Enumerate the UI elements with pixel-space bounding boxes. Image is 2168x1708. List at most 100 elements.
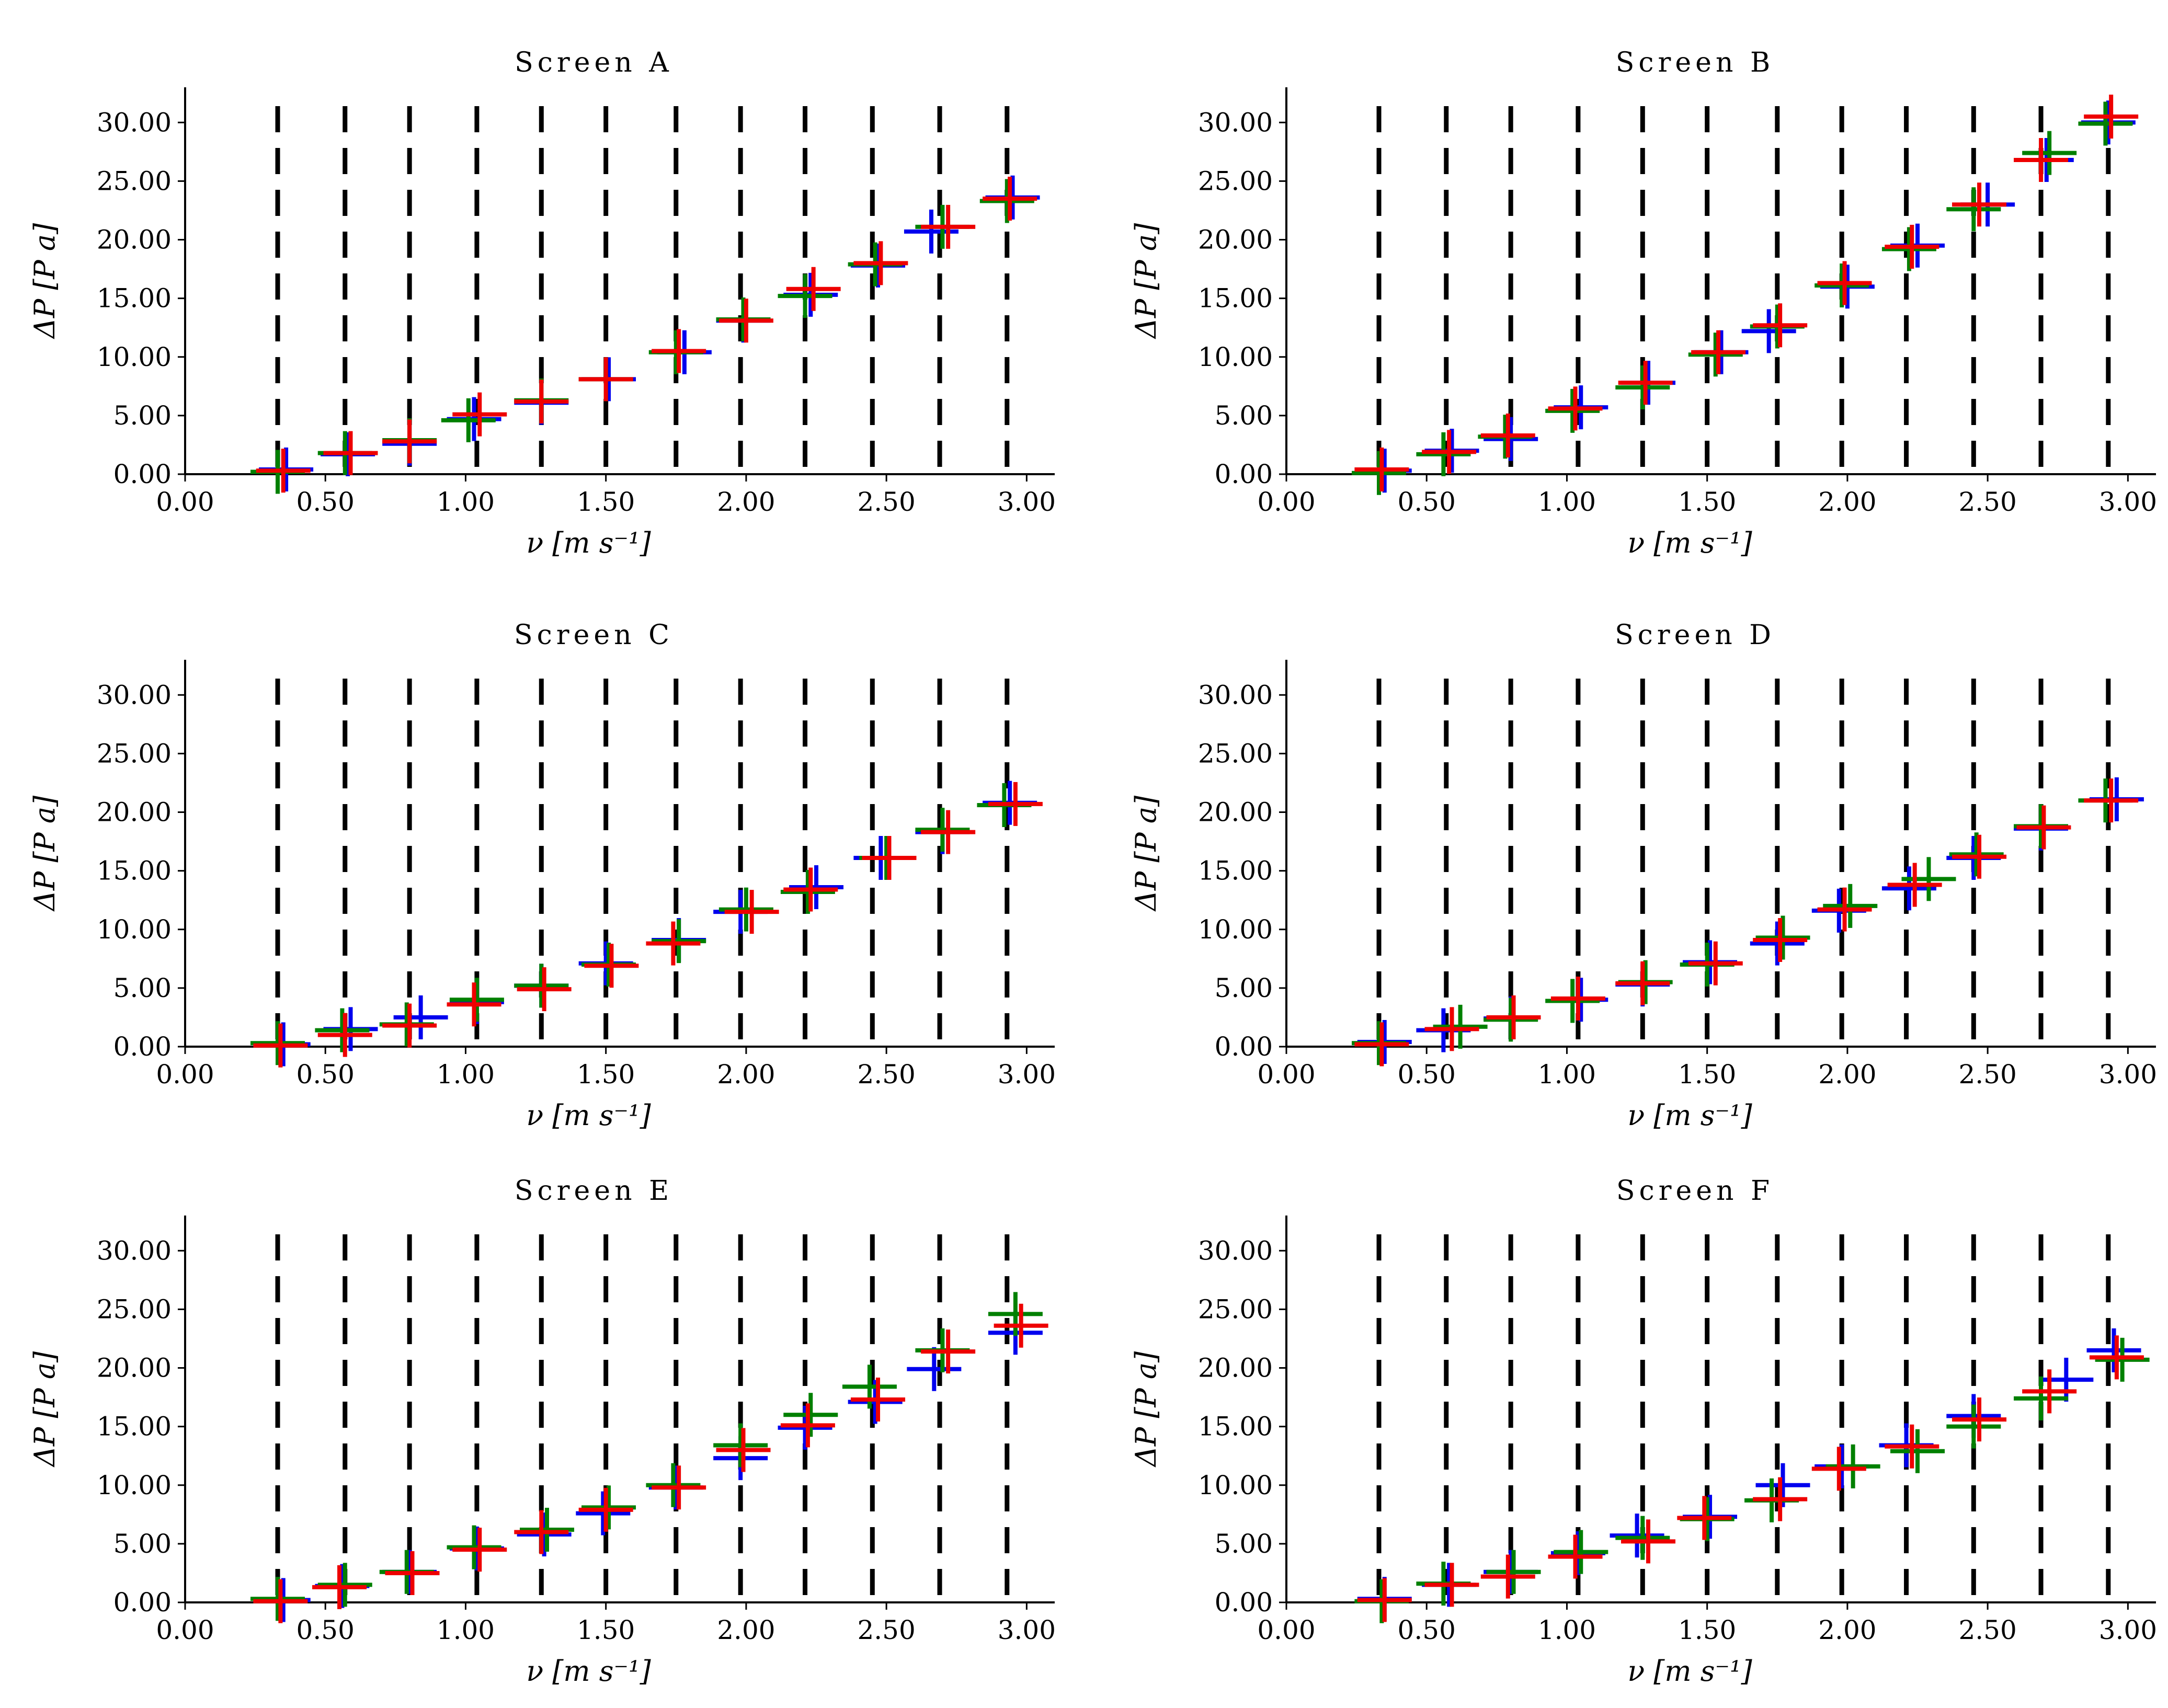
data-point bbox=[1548, 386, 1603, 431]
data-point bbox=[1550, 977, 1605, 1021]
y-tick-label: 30.00 bbox=[1198, 1235, 1273, 1266]
x-axis-label: ν [m s⁻¹] bbox=[1627, 526, 1752, 559]
data-point bbox=[382, 1003, 437, 1048]
data-point bbox=[646, 921, 701, 966]
data-point bbox=[1554, 1530, 1608, 1574]
data-point bbox=[1946, 187, 2001, 232]
panel-4: Screen D 0.00 0.50 1.00 1.50 2.00 2.50 3.00 0.00… bbox=[1129, 620, 2157, 1132]
data-point bbox=[718, 299, 773, 343]
data-point bbox=[1949, 832, 2004, 877]
y-tick-label: 10.00 bbox=[1198, 1470, 1273, 1500]
data-point bbox=[783, 1393, 838, 1437]
data-point bbox=[1677, 1496, 1732, 1540]
data-point bbox=[1621, 1519, 1676, 1564]
data-point bbox=[447, 1525, 501, 1569]
data-point bbox=[1354, 1022, 1409, 1067]
data-point bbox=[783, 867, 838, 912]
data-point bbox=[1424, 1007, 1479, 1051]
data-point bbox=[517, 1512, 572, 1556]
data-point bbox=[323, 431, 378, 475]
y-tick-label: 20.00 bbox=[97, 1353, 172, 1383]
data-point bbox=[1890, 1429, 1945, 1473]
data-point bbox=[2014, 1376, 2069, 1420]
data-point bbox=[1817, 887, 1872, 932]
data-point bbox=[907, 1347, 962, 1391]
y-tick-label: 10.00 bbox=[97, 1470, 172, 1500]
y-tick-label: 30.00 bbox=[1198, 680, 1273, 710]
data-point bbox=[1416, 432, 1471, 476]
y-tick-label: 5.00 bbox=[1215, 1529, 1273, 1559]
y-tick-label: 15.00 bbox=[1198, 856, 1273, 886]
x-tick-label: 2.00 bbox=[1818, 487, 1876, 517]
data-point bbox=[382, 419, 437, 464]
data-point bbox=[1615, 961, 1670, 1005]
data-point bbox=[256, 449, 311, 493]
data-point bbox=[988, 782, 1043, 826]
y-axis-label: ΔP [P a] bbox=[1129, 795, 1162, 912]
x-tick-label: 1.00 bbox=[437, 1059, 495, 1090]
data-point bbox=[1545, 979, 1600, 1023]
x-axis-label: ν [m s⁻¹] bbox=[1627, 1099, 1752, 1132]
y-tick-label: 15.00 bbox=[1198, 1412, 1273, 1442]
x-tick-label: 2.00 bbox=[717, 1059, 775, 1090]
series-1 bbox=[256, 1311, 1043, 1622]
data-point bbox=[1817, 261, 1872, 305]
y-tick-label: 25.00 bbox=[97, 1294, 172, 1324]
chart-title: Screen B bbox=[1616, 47, 1774, 78]
x-tick-label: 2.50 bbox=[1958, 1615, 2016, 1645]
data-point bbox=[1811, 1447, 1866, 1491]
data-point bbox=[447, 982, 501, 1027]
y-tick-label: 25.00 bbox=[1198, 1294, 1273, 1324]
data-point bbox=[1823, 884, 1878, 928]
data-point bbox=[317, 1563, 372, 1607]
data-point bbox=[853, 241, 908, 285]
series-1 bbox=[1357, 1328, 2141, 1621]
x-tick-label: 1.00 bbox=[437, 1615, 495, 1645]
data-point bbox=[253, 1023, 308, 1068]
y-axis-label: ΔP [P a] bbox=[1129, 223, 1162, 339]
x-tick-label: 0.50 bbox=[1398, 1615, 1456, 1645]
y-tick-label: 20.00 bbox=[1198, 225, 1273, 255]
x-tick-label: 3.00 bbox=[998, 1059, 1056, 1090]
x-tick-label: 2.50 bbox=[857, 1059, 915, 1090]
chart-title: Screen E bbox=[515, 1175, 673, 1207]
data-point bbox=[1753, 303, 1808, 348]
y-tick-label: 5.00 bbox=[113, 400, 172, 431]
series-2 bbox=[1352, 778, 2133, 1065]
data-point bbox=[1486, 1550, 1541, 1594]
panel-2: Screen B 0.00 0.50 1.00 1.50 2.00 2.50 3.00 0.00… bbox=[1129, 47, 2157, 559]
data-point bbox=[1753, 918, 1808, 962]
data-point bbox=[778, 274, 832, 318]
data-point bbox=[2078, 101, 2133, 146]
series-2 bbox=[250, 783, 1032, 1065]
data-point bbox=[1815, 263, 1869, 307]
y-tick-label: 20.00 bbox=[1198, 797, 1273, 828]
chart-title: Screen C bbox=[514, 620, 674, 651]
data-point bbox=[1615, 1516, 1670, 1560]
data-point bbox=[1352, 451, 1407, 495]
data-point bbox=[1952, 182, 2007, 227]
y-axis-label: ΔP [P a] bbox=[28, 223, 61, 339]
x-tick-label: 1.00 bbox=[1538, 487, 1596, 517]
y-tick-label: 25.00 bbox=[97, 738, 172, 769]
x-tick-label: 0.00 bbox=[1257, 487, 1315, 517]
y-tick-label: 10.00 bbox=[1198, 914, 1273, 945]
x-tick-label: 0.50 bbox=[296, 487, 355, 517]
data-point bbox=[250, 1577, 305, 1621]
data-point bbox=[780, 1403, 835, 1448]
series-1 bbox=[259, 175, 1040, 492]
data-point bbox=[851, 1378, 906, 1422]
data-point bbox=[718, 887, 773, 932]
series-3 bbox=[253, 782, 1043, 1068]
data-point bbox=[921, 204, 976, 249]
data-point bbox=[2016, 805, 2071, 850]
data-point bbox=[915, 808, 970, 852]
x-tick-label: 2.50 bbox=[1958, 487, 2016, 517]
data-point bbox=[1548, 1534, 1603, 1579]
data-point bbox=[716, 1428, 771, 1472]
data-point bbox=[778, 1405, 832, 1450]
y-tick-label: 0.00 bbox=[113, 459, 172, 489]
x-tick-label: 2.00 bbox=[1818, 1615, 1876, 1645]
data-point bbox=[2084, 95, 2139, 139]
